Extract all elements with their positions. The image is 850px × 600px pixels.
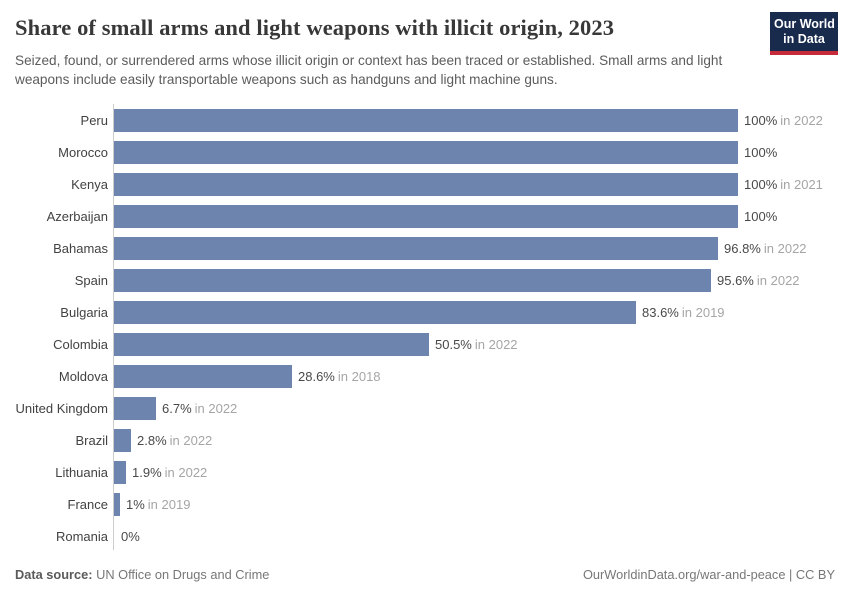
footer-separator: | bbox=[785, 567, 796, 582]
bar-row: Peru 100% in 2022 bbox=[0, 104, 850, 136]
value-label: 2.8% bbox=[137, 432, 167, 448]
bar[interactable] bbox=[114, 236, 718, 260]
bar[interactable] bbox=[114, 428, 131, 452]
time-note-label: in 2022 bbox=[474, 336, 518, 352]
value-label: 1% bbox=[126, 496, 145, 512]
value-label: 96.8% bbox=[724, 240, 761, 256]
time-note-label: in 2022 bbox=[763, 240, 807, 256]
country-label[interactable]: Spain bbox=[74, 272, 108, 288]
time-note-label: in 2022 bbox=[780, 112, 823, 128]
country-label[interactable]: Morocco bbox=[58, 144, 108, 160]
bar[interactable] bbox=[114, 300, 636, 324]
owid-logo-text-line2: in Data bbox=[783, 32, 825, 46]
value-label: 1.9% bbox=[132, 464, 162, 480]
bar-row: United Kingdom 6.7% in 2022 bbox=[0, 392, 850, 424]
value-label: 100% bbox=[744, 112, 778, 128]
license-label: CC BY bbox=[795, 567, 835, 582]
country-label[interactable]: Lithuania bbox=[55, 464, 108, 480]
country-label[interactable]: Bulgaria bbox=[60, 304, 108, 320]
country-label[interactable]: Moldova bbox=[58, 368, 108, 384]
country-label[interactable]: Romania bbox=[55, 528, 108, 544]
time-note-label: in 2021 bbox=[780, 176, 823, 192]
country-label[interactable]: United Kingdom bbox=[15, 400, 109, 416]
bar[interactable] bbox=[114, 204, 738, 228]
time-note-label: in 2019 bbox=[681, 304, 725, 320]
bar[interactable] bbox=[114, 364, 292, 388]
time-note-label: in 2022 bbox=[169, 432, 213, 448]
bar-row: Kenya 100% in 2021 bbox=[0, 168, 850, 200]
bar-row: Bahamas 96.8% in 2022 bbox=[0, 232, 850, 264]
owid-url-license[interactable]: OurWorldinData.org/war-and-peace | CC BY bbox=[583, 567, 835, 582]
bar[interactable] bbox=[114, 172, 738, 196]
bar[interactable] bbox=[114, 268, 711, 292]
data-source-label: Data source: bbox=[15, 567, 93, 582]
value-label: 83.6% bbox=[642, 304, 679, 320]
bar[interactable] bbox=[114, 140, 738, 164]
bar[interactable] bbox=[114, 332, 429, 356]
bar-chart: Peru 100% in 2022 Morocco 100% Kenya 100% in 20… bbox=[0, 104, 850, 552]
bar[interactable] bbox=[114, 108, 738, 132]
data-source-value: UN Office on Drugs and Crime bbox=[92, 567, 270, 582]
country-label[interactable]: France bbox=[67, 496, 108, 512]
value-label: 50.5% bbox=[435, 336, 472, 352]
country-label[interactable]: Bahamas bbox=[53, 240, 108, 256]
country-label[interactable]: Kenya bbox=[71, 176, 108, 192]
bar-row: Bulgaria 83.6% in 2019 bbox=[0, 296, 850, 328]
time-note-label: in 2019 bbox=[147, 496, 191, 512]
bar-row: Romania 0% bbox=[0, 520, 850, 552]
country-label[interactable]: Brazil bbox=[75, 432, 108, 448]
chart-subtitle: Seized, found, or surrendered arms whose… bbox=[15, 53, 723, 87]
value-label: 6.7% bbox=[162, 400, 192, 416]
chart-footer: Data source: UN Office on Drugs and Crim… bbox=[15, 567, 835, 582]
bar-row: Colombia 50.5% in 2022 bbox=[0, 328, 850, 360]
owid-logo-text-line1: Our World bbox=[774, 17, 835, 31]
y-axis-line bbox=[113, 104, 114, 550]
bar-row: Brazil 2.8% in 2022 bbox=[0, 424, 850, 456]
value-label: 95.6% bbox=[717, 272, 754, 288]
time-note-label: in 2022 bbox=[164, 464, 208, 480]
bar[interactable] bbox=[114, 460, 126, 484]
bar[interactable] bbox=[114, 396, 156, 420]
value-label: 100% bbox=[744, 208, 778, 224]
time-note-label: in 2022 bbox=[194, 400, 238, 416]
bar-chart-rows: Peru 100% in 2022 Morocco 100% Kenya 100% in 20… bbox=[0, 104, 850, 552]
owid-url[interactable]: OurWorldinData.org/war-and-peace bbox=[582, 567, 786, 582]
chart-title: Share of small arms and light weapons wi… bbox=[15, 15, 615, 40]
bar-row: Spain 95.6% in 2022 bbox=[0, 264, 850, 296]
value-label: 100% bbox=[744, 144, 778, 160]
value-label: 28.6% bbox=[298, 368, 335, 384]
country-label[interactable]: Azerbaijan bbox=[46, 208, 108, 224]
data-source-note: Data source: UN Office on Drugs and Crim… bbox=[15, 567, 269, 582]
bar-row: Moldova 28.6% in 2018 bbox=[0, 360, 850, 392]
bar-row: Azerbaijan 100% bbox=[0, 200, 850, 232]
country-label[interactable]: Colombia bbox=[53, 336, 108, 352]
country-label[interactable]: Peru bbox=[80, 112, 108, 128]
bar[interactable] bbox=[114, 492, 120, 516]
time-note-label: in 2018 bbox=[337, 368, 381, 384]
value-label: 100% bbox=[744, 176, 778, 192]
value-label: 0% bbox=[121, 528, 140, 544]
bar-row: Lithuania 1.9% in 2022 bbox=[0, 456, 850, 488]
owid-logo[interactable]: Our World in Data bbox=[770, 12, 838, 55]
bar-row: Morocco 100% bbox=[0, 136, 850, 168]
time-note-label: in 2022 bbox=[756, 272, 800, 288]
bar-row: France 1% in 2019 bbox=[0, 488, 850, 520]
